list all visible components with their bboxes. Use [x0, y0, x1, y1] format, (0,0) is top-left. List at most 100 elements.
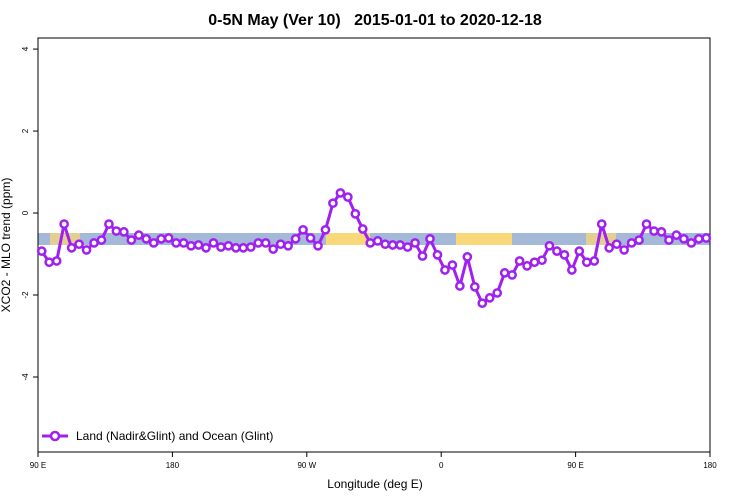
- data-point: [141, 234, 152, 244]
- data-point: [693, 234, 704, 244]
- data-point: [552, 246, 562, 256]
- data-point: [305, 233, 316, 243]
- data-point: [163, 233, 174, 243]
- data-point: [649, 226, 659, 236]
- y-tick-label: -4: [21, 373, 30, 381]
- data-point: [432, 249, 443, 260]
- data-point: [387, 240, 398, 250]
- data-point: [626, 238, 637, 248]
- data-point: [679, 234, 689, 244]
- data-point: [507, 270, 517, 280]
- land-band: [456, 233, 512, 245]
- data-point: [216, 242, 226, 252]
- y-axis-label: XCO2 - MLO trend (ppm): [0, 178, 13, 313]
- data-point: [89, 238, 99, 248]
- data-point: [350, 208, 361, 219]
- data-point: [492, 288, 503, 298]
- data-point: [581, 257, 592, 268]
- data-point: [343, 192, 353, 202]
- data-point: [119, 227, 129, 237]
- data-point: [290, 234, 301, 244]
- data-point: [469, 281, 480, 292]
- data-point: [372, 236, 383, 246]
- data-point: [484, 293, 495, 303]
- data-point: [410, 238, 420, 248]
- y-tick-label: -2: [21, 291, 30, 299]
- data-point: [260, 238, 271, 248]
- data-point: [186, 240, 196, 251]
- data-point: [283, 240, 293, 251]
- data-point: [686, 238, 697, 248]
- data-point: [380, 239, 391, 250]
- data-point: [514, 256, 525, 266]
- data-point: [193, 240, 204, 250]
- data-point: [253, 238, 264, 248]
- data-point: [425, 234, 435, 244]
- data-point: [59, 219, 69, 229]
- data-point: [201, 243, 211, 253]
- x-tick-label: 90 E: [567, 461, 583, 470]
- data-point: [320, 224, 331, 235]
- data-point: [298, 224, 308, 235]
- chart-title: 0-5N May (Ver 10) 2015-01-01 to 2020-12-…: [208, 12, 542, 29]
- x-tick-label: 180: [703, 461, 717, 470]
- data-point: [567, 265, 577, 275]
- data-point: [701, 233, 712, 243]
- data-point: [440, 265, 450, 275]
- plot-frame: [37, 37, 711, 453]
- data-point: [664, 235, 674, 245]
- data-point: [477, 298, 488, 309]
- data-point: [656, 227, 667, 237]
- data-point: [223, 240, 234, 251]
- y-tick-label: 0: [21, 210, 30, 215]
- data-point: [462, 252, 473, 262]
- data-point: [96, 235, 107, 245]
- data-point: [231, 243, 241, 253]
- data-point: [126, 235, 137, 245]
- data-point: [313, 240, 323, 251]
- data-point: [641, 219, 652, 229]
- data-point: [522, 261, 532, 271]
- data-point: [268, 244, 279, 254]
- land-band: [50, 233, 80, 245]
- data-point: [529, 257, 540, 268]
- data-point: [74, 239, 84, 250]
- data-point: [604, 243, 615, 253]
- data-point: [36, 246, 47, 256]
- data-point: [596, 219, 607, 229]
- data-point: [537, 255, 547, 266]
- x-tick-label: 0: [439, 461, 444, 470]
- legend: Land (Nadir&Glint) and Ocean (Glint): [42, 429, 273, 443]
- data-point: [328, 198, 338, 209]
- data-point: [395, 240, 405, 250]
- data-point: [671, 230, 682, 241]
- data-point: [133, 230, 144, 241]
- x-tick-label: 180: [166, 461, 180, 470]
- data-point: [171, 238, 181, 248]
- data-point: [447, 260, 458, 270]
- land-band: [326, 233, 370, 245]
- data-point: [402, 242, 413, 252]
- data-point: [544, 240, 555, 251]
- y-tick-label: 2: [21, 128, 30, 133]
- x-axis-label: Longitude (deg E): [327, 477, 422, 491]
- data-point: [238, 243, 249, 253]
- data-point: [208, 238, 219, 248]
- data-point: [619, 245, 629, 255]
- data-point: [111, 226, 122, 236]
- data-point: [148, 238, 159, 248]
- data-point: [417, 251, 428, 261]
- data-point: [51, 256, 62, 266]
- data-point: [365, 238, 376, 248]
- data-point: [66, 243, 77, 253]
- data-point: [81, 245, 92, 255]
- data-point: [499, 268, 510, 278]
- x-tick-label: 90 E: [30, 461, 46, 470]
- data-point: [245, 242, 256, 252]
- data-point: [589, 256, 600, 266]
- data-point: [357, 224, 368, 234]
- data-point: [178, 238, 189, 248]
- legend-label: Land (Nadir&Glint) and Ocean (Glint): [76, 429, 273, 443]
- x-tick-label: 90 W: [297, 461, 316, 470]
